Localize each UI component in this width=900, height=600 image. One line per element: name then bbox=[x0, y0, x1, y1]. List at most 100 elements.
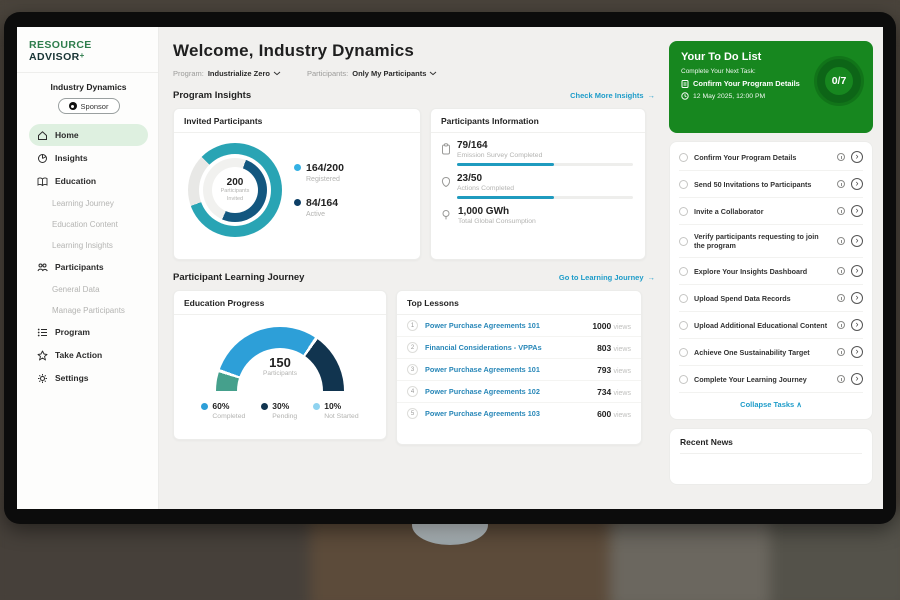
task-checkbox[interactable] bbox=[679, 152, 688, 162]
task-checkbox[interactable] bbox=[679, 347, 688, 357]
check-more-insights-link[interactable]: Check More Insights → bbox=[570, 91, 655, 100]
resource-advisor-logo: RESOURCE ADVISOR+ bbox=[29, 39, 148, 63]
donut-center-value: 200 bbox=[226, 177, 244, 189]
sidebar-item-label: Education bbox=[55, 176, 97, 186]
learning-cards-row: Education Progress 150 Participants bbox=[173, 290, 655, 445]
dashboard-screen: RESOURCE ADVISOR+ Industry Dynamics Spon… bbox=[17, 27, 883, 509]
tasks-card: Confirm Your Program Details › Send 50 I… bbox=[669, 141, 873, 420]
task-checkbox[interactable] bbox=[679, 293, 688, 303]
donut-center-label: Participants Invited bbox=[220, 188, 250, 202]
take-action-icon bbox=[37, 350, 48, 361]
collapse-tasks-link[interactable]: Collapse Tasks ∧ bbox=[740, 400, 802, 409]
sidebar-item-label: Learning Insights bbox=[52, 240, 113, 250]
sponsor-badge: Sponsor bbox=[57, 98, 120, 114]
program-dropdown[interactable]: Industrialize Zero bbox=[208, 69, 281, 78]
sidebar-item-label: Manage Participants bbox=[52, 305, 125, 315]
task-checkbox[interactable] bbox=[679, 179, 688, 189]
clock-icon bbox=[837, 180, 845, 188]
sidebar-item-insights[interactable]: Insights bbox=[29, 147, 148, 169]
chevron-right-icon[interactable]: › bbox=[851, 292, 863, 304]
lesson-title-link[interactable]: Power Purchase Agreements 101 bbox=[425, 365, 540, 374]
sidebar-item-label: Program bbox=[55, 327, 90, 337]
card-title: Invited Participants bbox=[174, 109, 420, 133]
sidebar-item-general-data[interactable]: General Data bbox=[29, 279, 148, 299]
sidebar-item-label: Participants bbox=[55, 262, 104, 272]
sidebar-item-label: General Data bbox=[52, 284, 100, 294]
task-row[interactable]: Upload Additional Educational Content › bbox=[679, 312, 863, 339]
participants-people-icon bbox=[37, 262, 48, 273]
task-row[interactable]: Invite a Collaborator › bbox=[679, 198, 863, 225]
chevron-right-icon[interactable]: › bbox=[851, 205, 863, 217]
task-row[interactable]: Upload Spend Data Records › bbox=[679, 285, 863, 312]
chevron-down-icon bbox=[430, 71, 437, 76]
program-list-icon bbox=[37, 327, 48, 338]
section-title: Program Insights bbox=[173, 90, 252, 101]
sidebar-item-participants[interactable]: Participants bbox=[29, 256, 148, 278]
sidebar-item-learning-journey[interactable]: Learning Journey bbox=[29, 193, 148, 213]
task-row[interactable]: Confirm Your Program Details › bbox=[679, 144, 863, 171]
sidebar-item-program[interactable]: Program bbox=[29, 321, 148, 343]
todo-due-date: 12 May 2025, 12:00 PM bbox=[681, 92, 861, 100]
go-to-learning-journey-link[interactable]: Go to Learning Journey → bbox=[558, 273, 655, 282]
participants-filter-label: Participants: bbox=[306, 69, 349, 78]
lesson-title-link[interactable]: Power Purchase Agreements 101 bbox=[425, 321, 540, 330]
invited-participants-donut-chart: 200 Participants Invited bbox=[188, 143, 282, 237]
card-title: Education Progress bbox=[174, 291, 386, 315]
legend-item: 164/200 Registered bbox=[294, 162, 344, 183]
clock-icon bbox=[837, 348, 845, 356]
legend-dot-registered bbox=[294, 164, 301, 171]
participants-dropdown[interactable]: Only My Participants bbox=[352, 69, 437, 78]
education-progress-gauge-chart: 150 Participants bbox=[216, 327, 344, 391]
lesson-rank: 1 bbox=[407, 320, 418, 331]
lesson-rank: 4 bbox=[407, 386, 418, 397]
chevron-right-icon[interactable]: › bbox=[851, 178, 863, 190]
todo-progress-ring: 0/7 bbox=[817, 59, 861, 103]
card-title: Top Lessons bbox=[397, 291, 641, 315]
lesson-row: 1 Power Purchase Agreements 101 1000 vie… bbox=[397, 315, 641, 337]
task-row[interactable]: Complete Your Learning Journey › bbox=[679, 366, 863, 393]
sidebar-item-home[interactable]: Home bbox=[29, 124, 148, 146]
task-checkbox[interactable] bbox=[679, 320, 688, 330]
gauge-center-value: 150 bbox=[269, 355, 291, 370]
sidebar-item-education[interactable]: Education bbox=[29, 170, 148, 192]
task-checkbox[interactable] bbox=[679, 206, 688, 216]
logo-primary: RESOURCE bbox=[29, 39, 92, 51]
lesson-title-link[interactable]: Power Purchase Agreements 103 bbox=[425, 409, 540, 418]
arrow-right-icon: → bbox=[647, 91, 656, 100]
info-row: 1,000 GWh Total Global Consumption bbox=[431, 199, 645, 225]
filter-bar: Program: Industrialize Zero Participants… bbox=[173, 69, 655, 78]
monitor-bezel: RESOURCE ADVISOR+ Industry Dynamics Spon… bbox=[4, 12, 896, 524]
emission-survey-progress-bar bbox=[457, 163, 633, 166]
chevron-right-icon[interactable]: › bbox=[851, 373, 863, 385]
sidebar-item-manage-participants[interactable]: Manage Participants bbox=[29, 300, 148, 320]
chevron-right-icon[interactable]: › bbox=[851, 346, 863, 358]
logo-secondary: ADVISOR bbox=[29, 51, 80, 63]
task-row[interactable]: Verify participants requesting to join t… bbox=[679, 225, 863, 258]
task-row[interactable]: Achieve One Sustainability Target › bbox=[679, 339, 863, 366]
sidebar-item-education-content[interactable]: Education Content bbox=[29, 214, 148, 234]
lesson-title-link[interactable]: Power Purchase Agreements 102 bbox=[425, 387, 540, 396]
sidebar-item-take-action[interactable]: Take Action bbox=[29, 344, 148, 366]
task-checkbox[interactable] bbox=[679, 236, 688, 246]
sponsor-label: Sponsor bbox=[80, 101, 109, 111]
logo-plus: + bbox=[79, 51, 85, 60]
task-checkbox[interactable] bbox=[679, 374, 688, 384]
sidebar-item-settings[interactable]: Settings bbox=[29, 367, 148, 389]
chevron-right-icon[interactable]: › bbox=[851, 265, 863, 277]
chevron-right-icon[interactable]: › bbox=[851, 151, 863, 163]
chevron-right-icon[interactable]: › bbox=[851, 319, 863, 331]
caret-up-icon: ∧ bbox=[796, 400, 802, 409]
lesson-title-link[interactable]: Financial Considerations - VPPAs bbox=[425, 343, 542, 352]
task-row[interactable]: Explore Your Insights Dashboard › bbox=[679, 258, 863, 285]
invited-participants-card: Invited Participants 200 Participants In… bbox=[173, 108, 421, 260]
education-progress-card: Education Progress 150 Participants bbox=[173, 290, 387, 440]
task-checkbox[interactable] bbox=[679, 266, 688, 276]
chevron-down-icon bbox=[273, 71, 281, 76]
sidebar-item-learning-insights[interactable]: Learning Insights bbox=[29, 235, 148, 255]
donut-legend: 164/200 Registered 84/164 Active bbox=[294, 162, 344, 218]
task-row[interactable]: Send 50 Invitations to Participants › bbox=[679, 171, 863, 198]
insights-cards-row: Invited Participants 200 Participants In… bbox=[173, 108, 655, 260]
page-title: Welcome, Industry Dynamics bbox=[173, 41, 415, 60]
chevron-right-icon[interactable]: › bbox=[851, 235, 863, 247]
todo-list-panel: Your To Do List Complete Your Next Task:… bbox=[669, 41, 873, 133]
